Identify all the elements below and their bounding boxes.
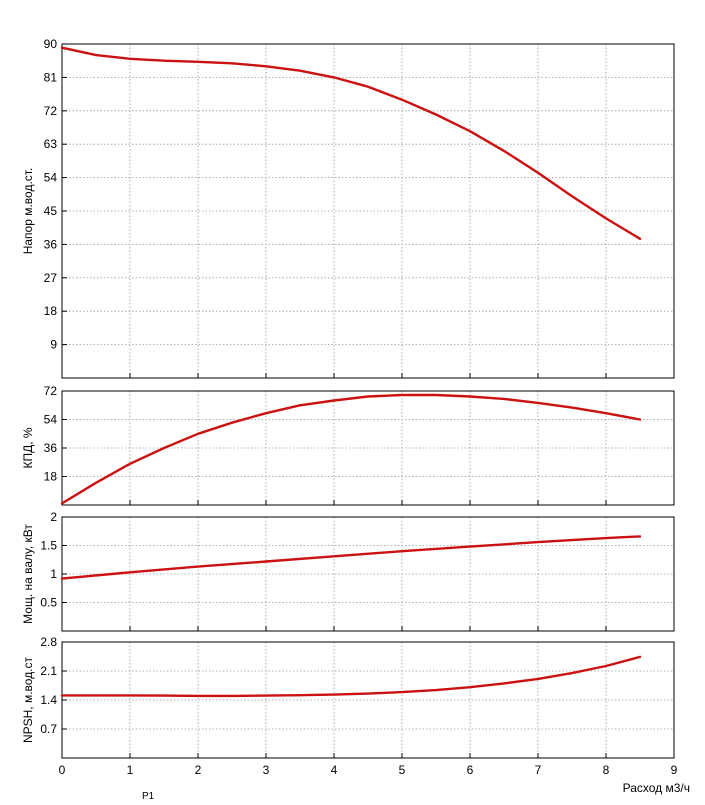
x-tick-label: 6 [467,763,474,777]
x-tick-label: 1 [127,763,134,777]
y-tick-label: 2 [50,510,57,524]
performance-curve [60,535,642,580]
performance-curve [60,46,642,240]
y-tick-label: 1.4 [40,693,57,707]
x-tick-label: 3 [263,763,270,777]
x-tick-label: 4 [331,763,338,777]
y-axis-title: NPSH, м.вод.ст [21,656,35,743]
y-tick-label: 1 [50,567,57,581]
y-tick-label: 1.5 [40,539,57,553]
y-tick-label: 2.1 [40,664,57,678]
plot-frame [61,516,675,632]
y-tick-label: 0.7 [40,722,57,736]
y-tick-label: 18 [44,470,58,484]
y-tick-label: 27 [44,271,58,285]
y-tick-label: 54 [44,171,58,185]
y-tick-label: 81 [44,70,58,84]
y-axis-title: Напор м.вод.ст. [21,168,35,255]
y-axis-title: КПД, % [21,427,35,468]
y-tick-label: 18 [44,304,58,318]
y-tick-label: 2.8 [40,635,57,649]
x-tick-label: 0 [59,763,66,777]
plot-frame [61,641,675,759]
y-tick-label: 36 [44,237,58,251]
performance-curve [60,655,642,698]
x-axis-title: Расход м3/ч [623,781,690,795]
y-tick-label: 72 [44,384,58,398]
y-tick-label: 36 [44,441,58,455]
y-tick-label: 45 [44,204,58,218]
plot-frame [61,43,675,379]
y-tick-label: 9 [50,338,57,352]
x-tick-label: 8 [603,763,610,777]
x-tick-label: 7 [535,763,542,777]
x-tick-label: 5 [399,763,406,777]
performance-curve [60,393,642,505]
y-tick-label: 0.5 [40,596,57,610]
x-tick-label: 2 [195,763,202,777]
y-tick-label: 90 [44,37,58,51]
y-axis-title: Мощ. на валу, кВт [21,524,35,624]
marker-label: P1 [142,791,155,800]
y-tick-label: 54 [44,413,58,427]
y-tick-label: 63 [44,137,58,151]
plot-frame [61,390,675,506]
y-tick-label: 72 [44,104,58,118]
x-tick-label: 9 [671,763,678,777]
